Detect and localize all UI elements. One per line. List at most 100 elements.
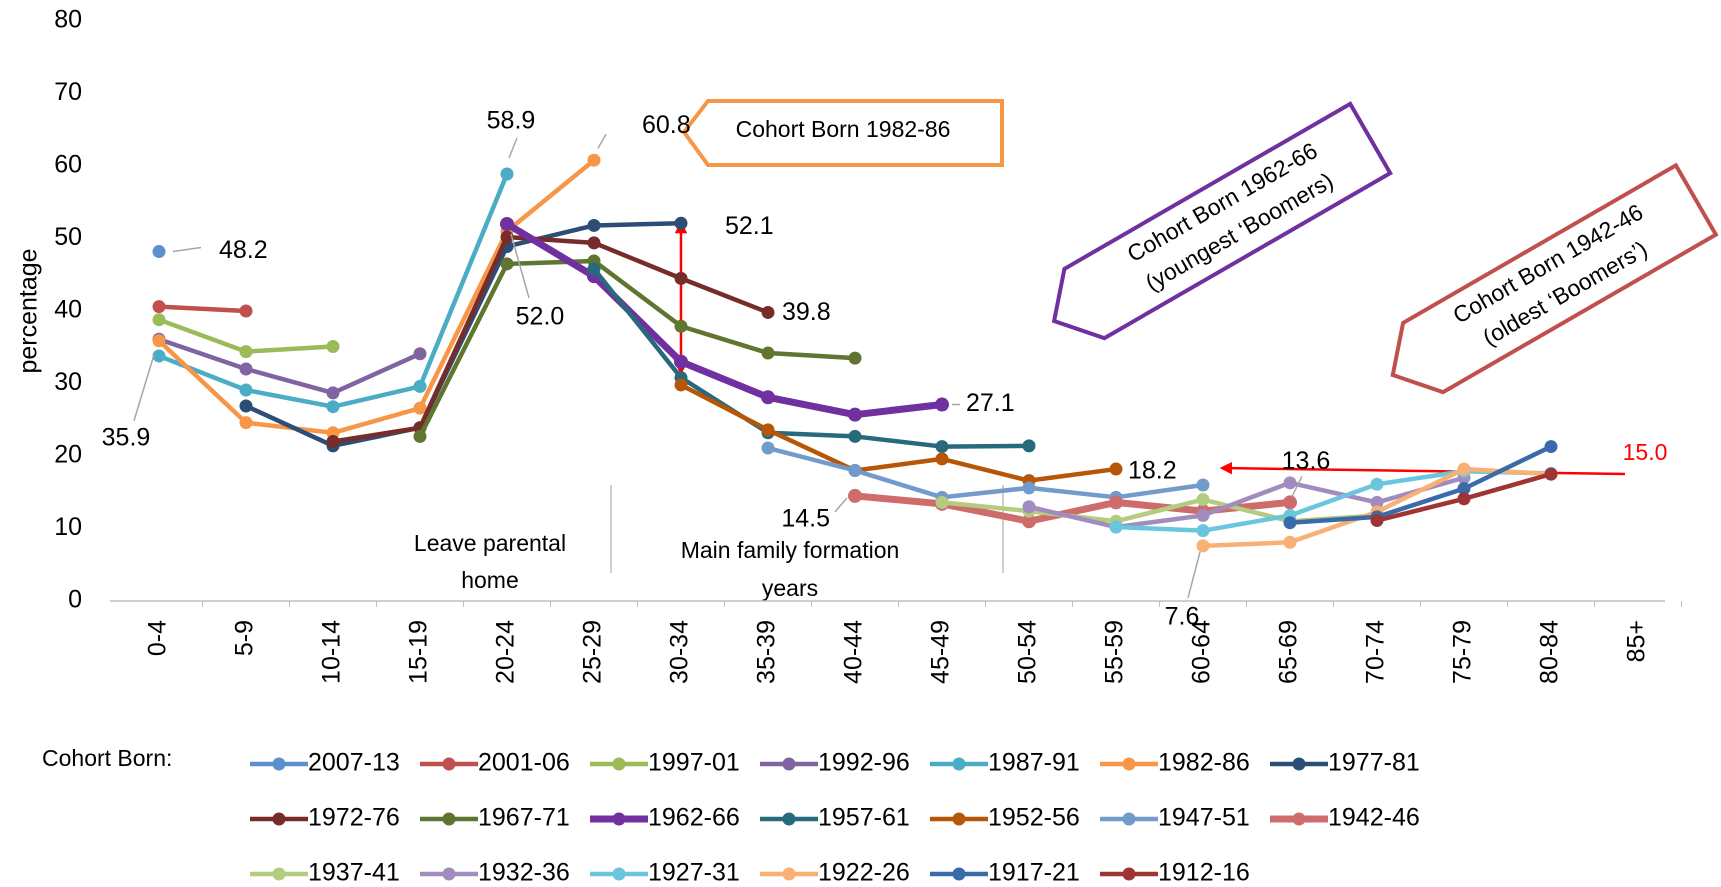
legend-label: 2007-13 xyxy=(308,749,400,777)
data-point xyxy=(1457,482,1471,496)
series-line xyxy=(158,337,421,396)
x-tick-label: 65-69 xyxy=(1275,620,1303,684)
legend-marker xyxy=(1122,812,1136,826)
legend-item: 1927-31 xyxy=(590,859,740,887)
data-point xyxy=(1457,492,1471,506)
legend-label: 1942-46 xyxy=(1328,804,1420,832)
callout-1942: Cohort Born 1942-46 (oldest ‘Boomers’) xyxy=(1390,162,1719,395)
phase-label: Main family formation xyxy=(681,537,900,563)
legend-label: 1927-31 xyxy=(648,859,740,887)
legend-item: 2007-13 xyxy=(250,749,400,777)
y-tick-label: 50 xyxy=(54,223,82,251)
legend-label: 1987-91 xyxy=(988,749,1080,777)
data-label: 52.1 xyxy=(725,212,774,240)
legend-item: 1917-21 xyxy=(930,859,1080,887)
data-point xyxy=(1109,462,1123,476)
x-tick-label: 50-54 xyxy=(1014,620,1042,684)
legend-item: 1942-46 xyxy=(1270,804,1420,832)
red-annotation: 15.0 xyxy=(1623,439,1668,465)
legend-item: 1957-61 xyxy=(760,804,910,832)
data-point xyxy=(1196,508,1210,522)
legend-item: 1972-76 xyxy=(250,804,400,832)
data-point xyxy=(500,230,514,244)
legend-label: 2001-06 xyxy=(478,749,570,777)
callout-text: Cohort Born 1982-86 xyxy=(736,116,951,142)
legend-item: 1977-81 xyxy=(1270,749,1420,777)
data-point xyxy=(761,305,775,319)
x-tick-label: 15-19 xyxy=(405,620,433,684)
data-point xyxy=(326,340,340,354)
legend-label: 1932-36 xyxy=(478,859,570,887)
data-point xyxy=(500,167,514,181)
data-point xyxy=(1283,535,1297,549)
x-tick-label: 40-44 xyxy=(840,620,868,684)
series-line xyxy=(767,445,1204,500)
data-point xyxy=(848,464,862,477)
data-point xyxy=(239,416,253,430)
data-point xyxy=(326,435,340,448)
data-label: 27.1 xyxy=(966,389,1015,417)
legend-marker xyxy=(442,812,456,826)
series-line xyxy=(592,267,1030,449)
data-point xyxy=(1457,462,1471,476)
data-point xyxy=(1544,467,1558,481)
data-point xyxy=(761,423,775,437)
label-leader xyxy=(1187,551,1201,599)
legend-item: 1947-51 xyxy=(1100,804,1250,832)
legend-marker xyxy=(1122,757,1136,771)
data-point xyxy=(500,217,514,231)
data-point xyxy=(848,488,862,503)
x-tick-label: 30-34 xyxy=(666,620,694,684)
y-tick-label: 70 xyxy=(54,78,82,106)
legend-marker xyxy=(272,757,286,771)
data-point xyxy=(1283,516,1297,530)
data-point xyxy=(935,397,949,412)
legend-item: 1922-26 xyxy=(760,859,910,887)
data-point xyxy=(1109,495,1123,510)
x-tick-label: 85+ xyxy=(1623,620,1651,662)
data-point xyxy=(848,407,862,422)
data-point xyxy=(413,429,427,443)
legend-item: 1992-96 xyxy=(760,749,910,777)
data-point xyxy=(1196,493,1210,506)
legend-label: 1917-21 xyxy=(988,859,1080,887)
legend-marker xyxy=(952,757,966,771)
x-tick-label: 20-24 xyxy=(492,620,520,684)
data-label: 58.9 xyxy=(487,107,536,135)
x-tick-label: 60-64 xyxy=(1188,620,1216,684)
data-point xyxy=(1022,439,1036,453)
data-point xyxy=(935,495,949,509)
data-point xyxy=(1544,440,1558,454)
data-point xyxy=(1022,514,1036,529)
data-label: 13.6 xyxy=(1282,447,1331,475)
data-point xyxy=(1370,514,1384,528)
data-point xyxy=(239,362,253,376)
y-axis-label: percentage xyxy=(15,248,43,373)
series-line xyxy=(332,234,769,444)
legend-label: 1937-41 xyxy=(308,859,400,887)
legend-label: 1962-66 xyxy=(648,804,740,832)
legend-label: 1982-86 xyxy=(1158,749,1250,777)
data-point xyxy=(413,401,427,415)
data-point xyxy=(239,304,253,318)
data-point xyxy=(587,262,601,276)
legend-marker xyxy=(1292,757,1306,771)
data-point xyxy=(1370,477,1384,491)
data-point xyxy=(152,313,166,327)
legend-item: 1932-36 xyxy=(420,859,570,887)
red-arrow xyxy=(1219,461,1626,476)
legend-marker xyxy=(612,757,626,771)
data-point xyxy=(674,271,688,285)
y-tick-label: 80 xyxy=(54,6,82,34)
data-point xyxy=(1196,539,1210,553)
data-point xyxy=(239,345,253,359)
x-tick-label: 75-79 xyxy=(1449,620,1477,684)
data-point xyxy=(152,334,166,348)
y-tick-label: 0 xyxy=(68,586,82,614)
y-tick-label: 60 xyxy=(54,151,82,179)
legend-marker xyxy=(442,867,456,881)
data-point xyxy=(1370,495,1384,509)
data-point xyxy=(587,236,601,250)
data-point xyxy=(1109,520,1123,534)
label-leader xyxy=(510,233,530,299)
